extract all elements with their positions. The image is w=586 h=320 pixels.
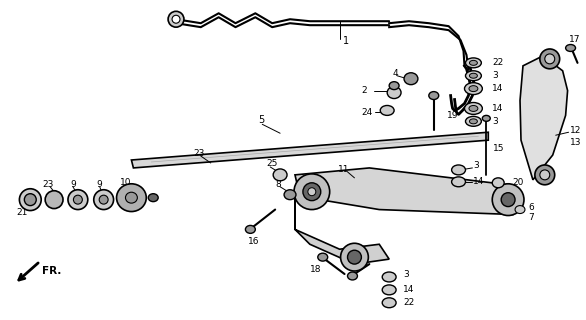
Ellipse shape — [68, 190, 88, 210]
Text: 14: 14 — [492, 84, 503, 93]
Circle shape — [492, 184, 524, 215]
Text: 13: 13 — [570, 138, 581, 147]
Text: 5: 5 — [258, 115, 264, 125]
Ellipse shape — [452, 177, 465, 187]
Text: 3: 3 — [403, 269, 409, 278]
Polygon shape — [520, 56, 568, 180]
Circle shape — [172, 15, 180, 23]
Ellipse shape — [382, 272, 396, 282]
Circle shape — [303, 183, 321, 201]
Text: 6: 6 — [528, 203, 534, 212]
Text: 1: 1 — [343, 36, 349, 46]
Circle shape — [540, 49, 560, 69]
Ellipse shape — [465, 71, 481, 81]
Polygon shape — [295, 168, 518, 214]
Ellipse shape — [45, 191, 63, 209]
Ellipse shape — [117, 184, 146, 212]
Ellipse shape — [25, 194, 36, 206]
Ellipse shape — [492, 178, 504, 188]
Text: 17: 17 — [568, 35, 580, 44]
Polygon shape — [131, 132, 488, 168]
Text: 18: 18 — [310, 265, 321, 274]
Circle shape — [347, 250, 362, 264]
Ellipse shape — [94, 190, 114, 210]
Text: 16: 16 — [248, 237, 260, 246]
Ellipse shape — [73, 195, 83, 204]
Text: 24: 24 — [362, 108, 373, 117]
Ellipse shape — [148, 194, 158, 202]
Text: 15: 15 — [493, 144, 505, 153]
Ellipse shape — [465, 102, 482, 114]
Ellipse shape — [318, 253, 328, 261]
Circle shape — [545, 54, 555, 64]
Circle shape — [308, 188, 316, 196]
Ellipse shape — [389, 82, 399, 90]
Ellipse shape — [382, 298, 396, 308]
Ellipse shape — [465, 116, 481, 126]
Ellipse shape — [382, 285, 396, 295]
Text: 2: 2 — [362, 86, 367, 95]
Ellipse shape — [565, 44, 575, 52]
Text: 7: 7 — [528, 213, 534, 222]
Ellipse shape — [387, 87, 401, 99]
Ellipse shape — [404, 73, 418, 85]
Ellipse shape — [465, 83, 482, 95]
Ellipse shape — [347, 272, 357, 280]
Ellipse shape — [469, 86, 478, 92]
Text: 23: 23 — [193, 148, 205, 157]
Ellipse shape — [452, 165, 465, 175]
Text: 4: 4 — [392, 69, 398, 78]
Ellipse shape — [469, 106, 478, 111]
Text: 9: 9 — [97, 180, 103, 189]
Text: 25: 25 — [266, 159, 278, 168]
Ellipse shape — [469, 60, 478, 65]
Text: 10: 10 — [120, 178, 131, 187]
Text: 8: 8 — [275, 180, 281, 189]
Text: 9: 9 — [70, 180, 76, 189]
Text: 20: 20 — [512, 178, 523, 187]
Text: 22: 22 — [492, 58, 503, 67]
Text: 11: 11 — [338, 165, 349, 174]
Ellipse shape — [515, 206, 525, 213]
Ellipse shape — [469, 73, 478, 78]
Ellipse shape — [465, 58, 481, 68]
Text: 3: 3 — [492, 117, 498, 126]
Ellipse shape — [246, 225, 255, 233]
Ellipse shape — [380, 106, 394, 116]
Circle shape — [501, 193, 515, 207]
Text: 3: 3 — [473, 162, 479, 171]
Ellipse shape — [469, 119, 478, 124]
Circle shape — [535, 165, 555, 185]
Ellipse shape — [482, 116, 490, 121]
Circle shape — [294, 174, 330, 210]
Text: 23: 23 — [42, 180, 53, 189]
Text: 14: 14 — [473, 177, 485, 186]
Text: 22: 22 — [403, 298, 414, 307]
Text: 19: 19 — [447, 111, 458, 120]
Ellipse shape — [19, 189, 41, 211]
Circle shape — [540, 170, 550, 180]
Text: 21: 21 — [16, 208, 28, 217]
Ellipse shape — [429, 92, 439, 100]
Ellipse shape — [284, 190, 296, 200]
Text: 14: 14 — [492, 104, 503, 113]
Text: 14: 14 — [403, 285, 414, 294]
Circle shape — [340, 243, 369, 271]
Ellipse shape — [99, 195, 108, 204]
Text: FR.: FR. — [42, 266, 62, 276]
Ellipse shape — [125, 192, 137, 203]
Polygon shape — [295, 188, 389, 264]
Text: 3: 3 — [492, 71, 498, 80]
Text: 12: 12 — [570, 126, 581, 135]
Circle shape — [168, 11, 184, 27]
Ellipse shape — [273, 169, 287, 181]
